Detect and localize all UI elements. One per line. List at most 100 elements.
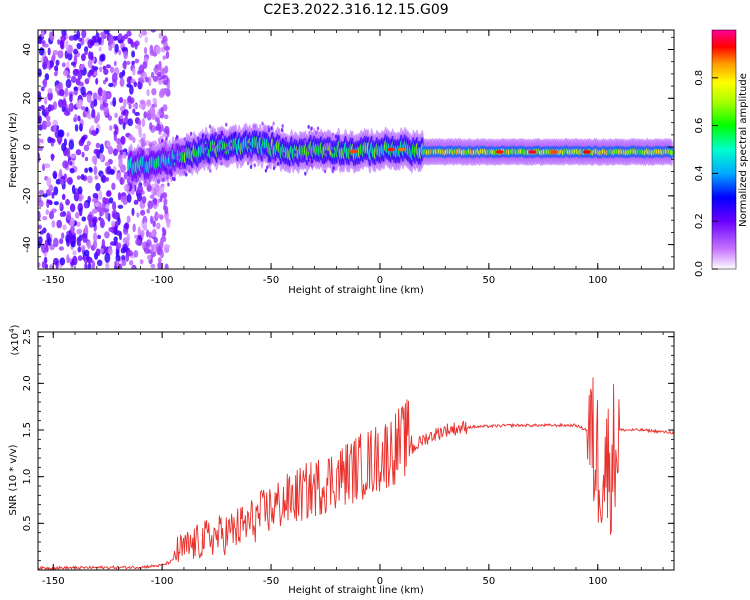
heatmap-scatter-cell <box>190 146 193 151</box>
heatmap-scatter-cell <box>293 150 297 155</box>
heatmap-noise-cell <box>53 237 59 248</box>
heatmap-noise-cell <box>62 98 67 108</box>
heatmap-noise-cell <box>137 184 143 194</box>
heatmap-noise-cell <box>76 175 81 180</box>
heatmap-noise-cell <box>81 135 86 142</box>
heatmap-noise-cell <box>99 143 104 154</box>
heatmap-noise-cell <box>57 82 62 90</box>
heatmap-noise-cell <box>92 92 98 102</box>
heatmap-noise-cell <box>114 112 118 118</box>
colorbar-label: Normalized spectral amplitude <box>738 73 749 227</box>
heatmap-scatter-cell <box>315 130 318 135</box>
heatmap-noise-cell <box>81 151 85 158</box>
heatmap-noise-cell <box>65 40 69 51</box>
heatmap-scatter-cell <box>211 144 214 149</box>
heatmap-noise-cell <box>81 216 87 222</box>
heatmap-scatter-cell <box>175 156 178 161</box>
y-tick-label: -40 <box>22 236 33 252</box>
heatmap-noise-cell <box>51 192 55 199</box>
heatmap-noise-cell <box>55 84 59 94</box>
heatmap-scatter-cell <box>264 147 268 152</box>
heatmap-noise-cell <box>107 115 113 121</box>
heatmap-scatter-cell <box>208 124 212 129</box>
heatmap-noise-cell <box>38 110 41 117</box>
heatmap-scatter-cell <box>326 150 330 155</box>
heatmap-noise-cell <box>66 254 70 264</box>
heatmap-noise-cell <box>149 215 154 224</box>
heatmap-noise-cell <box>91 197 98 203</box>
heatmap-noise-cell <box>112 97 117 107</box>
heatmap-scatter-cell <box>187 166 190 171</box>
heatmap-noise-cell <box>139 64 144 71</box>
heatmap-noise-cell <box>105 261 110 269</box>
heatmap-scatter-cell <box>267 158 270 163</box>
heatmap-noise-cell <box>146 229 150 238</box>
heatmap-hotspot <box>397 147 406 152</box>
colorbar-tick-label: 0.4 <box>694 165 705 181</box>
colorbar-tick-label: 0.8 <box>694 70 705 86</box>
x-tick-label: 0 <box>377 576 383 587</box>
snr-series-line <box>38 377 674 570</box>
heatmap-noise-cell <box>134 111 140 117</box>
heatmap-noise-cell <box>138 103 144 109</box>
heatmap-noise-cell <box>111 182 116 191</box>
heatmap-scatter-cell <box>329 146 332 151</box>
heatmap-scatter-cell <box>270 126 273 131</box>
heatmap-noise-cell <box>83 144 90 152</box>
heatmap-noise-cell <box>129 97 135 104</box>
spectrogram-y-label: Frequency (Hz) <box>8 112 19 188</box>
heatmap-noise-cell <box>48 210 55 220</box>
heatmap-noise-cell <box>118 49 122 56</box>
heatmap-noise-cell <box>139 79 145 84</box>
x-tick-label: 50 <box>482 275 495 286</box>
heatmap-scatter-cell <box>247 161 250 166</box>
heatmap-scatter-cell <box>190 143 193 148</box>
heatmap-noise-cell <box>161 88 168 95</box>
heatmap-noise-cell <box>77 71 83 80</box>
heatmap-scatter-cell <box>249 165 253 170</box>
heatmap-noise-cell <box>162 132 167 138</box>
heatmap-noise-cell <box>126 215 131 224</box>
heatmap-noise-cell <box>154 64 159 70</box>
heatmap-noise-cell <box>112 201 117 211</box>
heatmap-noise-cell <box>166 84 171 89</box>
heatmap-noise-cell <box>113 236 118 243</box>
heatmap-noise-cell <box>69 168 75 174</box>
heatmap-noise-cell <box>126 233 131 242</box>
heatmap-noise-cell <box>67 176 73 185</box>
heatmap-scatter-cell <box>331 132 335 137</box>
heatmap-noise-cell <box>59 202 63 210</box>
heatmap-noise-cell <box>79 123 83 132</box>
heatmap-noise-cell <box>75 211 80 219</box>
figure-title: C2E3.2022.316.12.15.G09 <box>263 2 448 18</box>
heatmap-scatter-cell <box>261 121 264 126</box>
heatmap-noise-cell <box>45 209 50 215</box>
heatmap-noise-cell <box>144 36 148 43</box>
heatmap-noise-cell <box>124 222 130 230</box>
heatmap-scatter-cell <box>328 157 332 162</box>
heatmap-scatter-cell <box>253 163 256 168</box>
heatmap-scatter-cell <box>310 164 314 169</box>
y-tick-label: 0.5 <box>22 515 33 531</box>
heatmap-noise-cell <box>101 238 105 249</box>
heatmap-noise-cell <box>128 134 134 141</box>
heatmap-scatter-cell <box>222 148 226 153</box>
heatmap-noise-cell <box>61 30 67 37</box>
heatmap-noise-cell <box>38 137 42 144</box>
heatmap-noise-cell <box>78 37 83 42</box>
heatmap-noise-cell <box>116 137 122 145</box>
heatmap-noise-cell <box>42 215 48 221</box>
heatmap-scatter-cell <box>272 166 276 171</box>
heatmap-noise-cell <box>92 239 98 250</box>
heatmap-noise-cell <box>38 124 43 131</box>
heatmap-noise-cell <box>86 140 91 147</box>
heatmap-noise-cell <box>74 124 79 132</box>
heatmap-noise-cell <box>73 86 79 91</box>
heatmap-noise-cell <box>162 55 167 60</box>
colorbar-ticks: 0.0 0.2 0.4 0.6 0.8 <box>694 70 718 277</box>
heatmap-noise-cell <box>65 78 72 89</box>
heatmap-noise-cell <box>77 246 82 253</box>
heatmap-scatter-cell <box>226 145 229 150</box>
heatmap-noise-cell <box>130 41 136 48</box>
